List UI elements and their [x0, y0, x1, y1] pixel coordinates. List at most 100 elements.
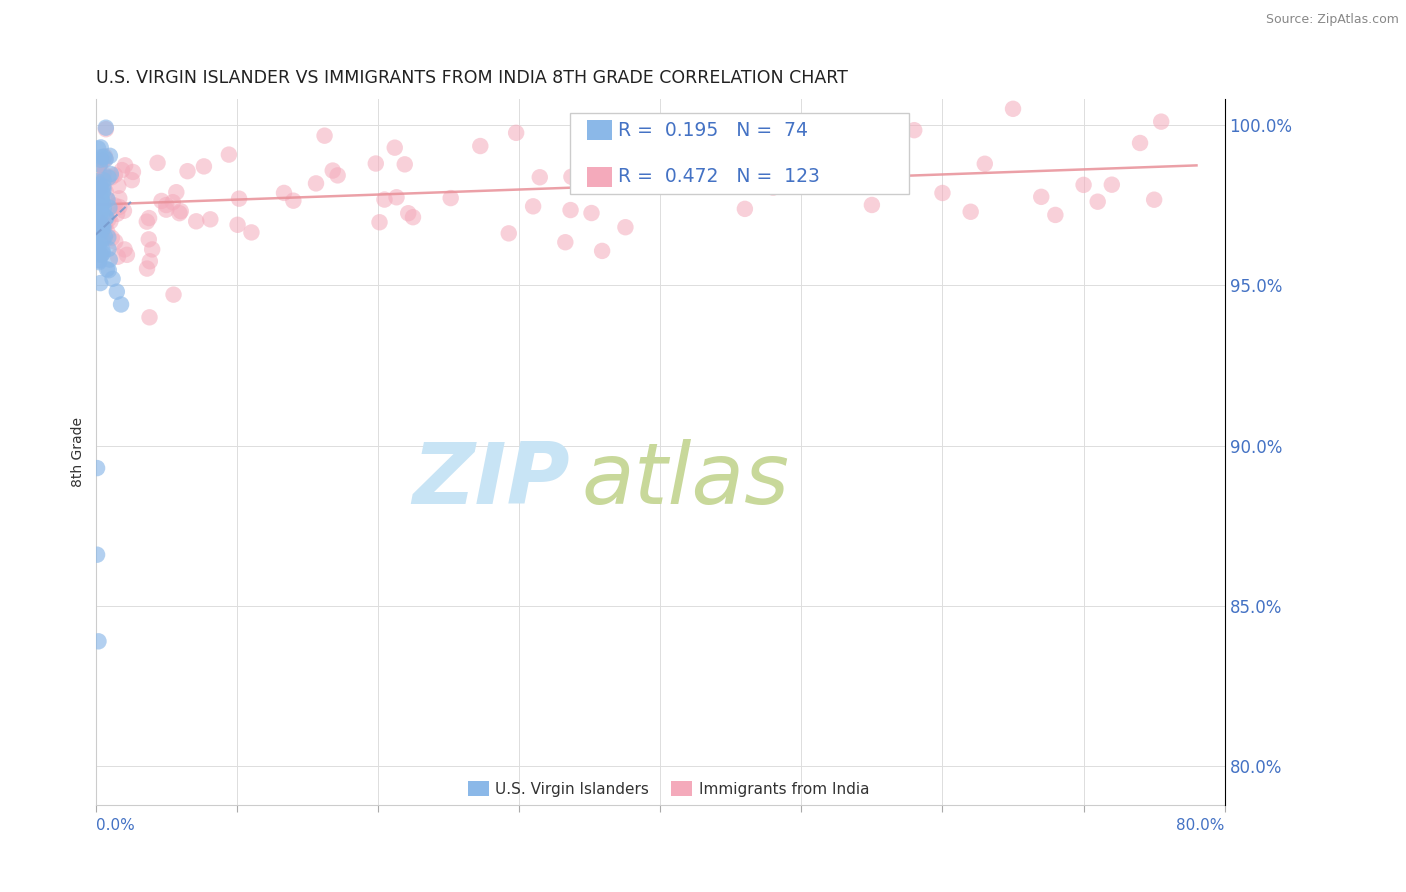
Point [90, 194, 112, 209]
Point [89, 178, 111, 192]
Point [91, 233, 114, 247]
FancyBboxPatch shape [586, 120, 612, 140]
Point [200, 212, 222, 227]
Point [111, 163, 134, 178]
Text: 80.0%: 80.0% [1177, 818, 1225, 833]
FancyBboxPatch shape [569, 113, 908, 194]
Point [90, 150, 112, 164]
Point [860, 198, 883, 212]
Point [93, 202, 115, 216]
Point [96, 193, 118, 207]
Point [112, 203, 135, 218]
Point [114, 243, 136, 257]
Point [138, 232, 160, 246]
Point [94, 149, 117, 163]
Text: U.S. VIRGIN ISLANDER VS IMMIGRANTS FROM INDIA 8TH GRADE CORRELATION CHART: U.S. VIRGIN ISLANDER VS IMMIGRANTS FROM … [96, 69, 848, 87]
Point [86, 211, 108, 225]
Point [505, 126, 527, 140]
Text: R =  0.472   N =  123: R = 0.472 N = 123 [619, 168, 820, 186]
Point [560, 202, 582, 217]
Point [283, 194, 305, 208]
Point [529, 170, 551, 185]
Point [86, 194, 108, 208]
Point [931, 186, 953, 200]
Point [89, 234, 111, 248]
Point [104, 198, 127, 212]
Y-axis label: 8th Grade: 8th Grade [72, 417, 86, 487]
Point [94, 219, 117, 233]
Point [273, 186, 295, 200]
Point [89, 181, 111, 195]
Point [87, 196, 110, 211]
Point [89, 208, 111, 222]
Point [91, 246, 114, 260]
Point [1001, 102, 1024, 116]
Point [165, 185, 187, 199]
Point [959, 204, 981, 219]
Point [86, 169, 108, 184]
Point [136, 261, 159, 276]
Point [86, 203, 108, 218]
Point [105, 207, 128, 221]
Point [1031, 190, 1053, 204]
Point [97, 230, 120, 244]
Point [101, 272, 124, 286]
Point [1101, 178, 1123, 192]
Point [326, 169, 349, 183]
Point [87, 241, 110, 255]
Point [818, 175, 841, 189]
Point [1073, 178, 1095, 192]
FancyBboxPatch shape [672, 780, 692, 797]
Point [402, 210, 425, 224]
Point [104, 168, 127, 182]
Point [591, 244, 613, 258]
Point [90, 179, 112, 194]
Point [87, 210, 110, 224]
Point [522, 199, 544, 213]
Point [498, 227, 520, 241]
Point [90, 248, 112, 262]
Point [394, 157, 416, 171]
FancyBboxPatch shape [586, 167, 612, 186]
Point [89, 178, 111, 193]
Point [89, 223, 111, 237]
Point [146, 156, 169, 170]
Point [86, 548, 108, 562]
Point [678, 151, 700, 165]
Point [89, 253, 111, 268]
Point [97, 242, 120, 256]
Point [621, 178, 644, 192]
Point [89, 158, 111, 172]
Point [579, 145, 602, 160]
Point [96, 225, 118, 239]
Point [86, 182, 108, 196]
Point [87, 253, 110, 268]
Point [87, 255, 110, 269]
Point [87, 226, 110, 240]
Point [138, 211, 160, 225]
Point [364, 156, 387, 170]
Point [648, 170, 671, 185]
Point [108, 200, 131, 214]
Point [706, 136, 728, 150]
Point [94, 229, 117, 244]
Point [1087, 194, 1109, 209]
Point [228, 192, 250, 206]
Point [115, 248, 138, 262]
Point [89, 276, 111, 290]
Point [91, 153, 114, 168]
Point [121, 173, 143, 187]
Point [91, 186, 114, 200]
Point [86, 225, 108, 239]
Point [86, 174, 108, 188]
Point [373, 193, 395, 207]
Text: R =  0.195   N =  74: R = 0.195 N = 74 [619, 120, 808, 140]
Point [314, 128, 336, 143]
Point [186, 214, 208, 228]
Point [89, 158, 111, 172]
Point [384, 141, 406, 155]
Point [87, 634, 110, 648]
Point [89, 215, 111, 229]
Point [218, 147, 240, 161]
Point [107, 178, 129, 193]
